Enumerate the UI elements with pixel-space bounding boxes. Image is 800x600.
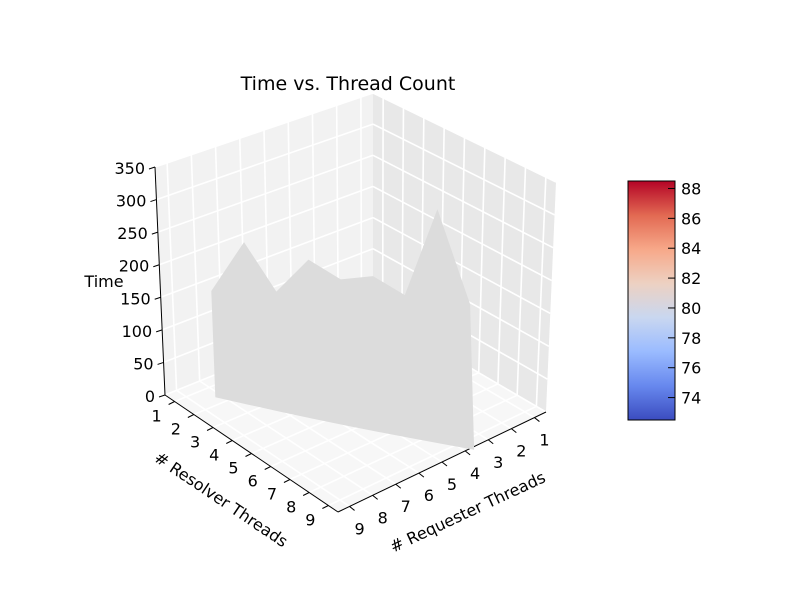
z-tick-mark bbox=[154, 296, 161, 300]
floor-gridline bbox=[176, 389, 351, 508]
requester-tick-mark bbox=[349, 506, 355, 511]
wall-gridline bbox=[154, 92, 374, 168]
requester-tick-mark bbox=[441, 461, 448, 467]
colorbar bbox=[627, 180, 676, 421]
resolver-tick-mark bbox=[322, 505, 329, 509]
z-tick-mark bbox=[155, 329, 163, 333]
z-tick-label: 100 bbox=[122, 322, 153, 341]
resolver-tick-label: 9 bbox=[305, 511, 315, 530]
colorbar-tick-label: 76 bbox=[681, 359, 701, 378]
wall-gridline bbox=[157, 154, 374, 233]
z-tick-label: 50 bbox=[133, 354, 153, 373]
resolver-tick-mark bbox=[245, 453, 252, 457]
wall-gridline bbox=[372, 216, 551, 315]
wall-gridline bbox=[497, 157, 506, 384]
z-tick-mark bbox=[158, 394, 166, 398]
wall-gridline bbox=[166, 162, 178, 391]
z-tick-mark bbox=[153, 264, 160, 268]
colorbar-tick-label: 78 bbox=[681, 329, 701, 348]
wall-gridline bbox=[159, 185, 374, 266]
resolver-tick-label: 4 bbox=[209, 446, 219, 465]
requester-tick-label: 5 bbox=[447, 475, 457, 494]
wall-gridline bbox=[372, 123, 555, 216]
requester-tick-mark bbox=[487, 439, 494, 445]
z-tick-mark bbox=[148, 166, 156, 170]
z-tick-label: 350 bbox=[114, 159, 145, 178]
colorbar-ticks: 74 76 78 80 82 84 86 88 bbox=[668, 179, 701, 408]
wall-gridline bbox=[401, 107, 405, 328]
z-tick-label: 150 bbox=[120, 289, 151, 308]
wall-gridline bbox=[535, 177, 547, 407]
resolver-tick-mark bbox=[283, 479, 291, 483]
resolver-tick-mark bbox=[206, 427, 214, 431]
chart-title: Time vs. Thread Count bbox=[240, 73, 456, 95]
requester-tick-mark bbox=[464, 450, 471, 456]
requester-tick-label: 2 bbox=[516, 442, 526, 461]
z-tick-mark bbox=[151, 231, 159, 235]
wall-gridline bbox=[516, 167, 527, 396]
resolver-tick-label: 6 bbox=[248, 472, 258, 491]
resolver-tick-mark bbox=[264, 466, 271, 470]
colorbar-tick-label: 82 bbox=[681, 269, 701, 288]
requester-tick-label: 7 bbox=[401, 497, 411, 516]
requester-tick-mark bbox=[511, 428, 517, 434]
resolver-tick-label: 1 bbox=[152, 407, 162, 426]
wall-gridline bbox=[381, 97, 384, 317]
wall-gridline bbox=[156, 123, 374, 201]
requester-tick-label: 3 bbox=[493, 453, 503, 472]
z-tick-mark bbox=[157, 361, 164, 365]
surface-layer bbox=[211, 209, 475, 450]
requester-tick-mark bbox=[534, 417, 540, 422]
resolver-tick-mark bbox=[226, 440, 233, 444]
requester-tick-mark bbox=[418, 472, 425, 478]
wall-gridline bbox=[372, 92, 557, 183]
requester-tick-mark bbox=[395, 483, 402, 489]
colorbar-tick-label: 84 bbox=[681, 239, 701, 258]
wall-gridline bbox=[372, 185, 553, 282]
requester-tick-label: 8 bbox=[378, 508, 388, 527]
resolver-tick-label: 7 bbox=[267, 485, 277, 504]
colorbar-tick-label: 88 bbox=[681, 179, 701, 198]
wall-gridline bbox=[160, 216, 374, 299]
requester-tick-mark bbox=[372, 494, 378, 500]
resolver-tick-mark bbox=[302, 492, 310, 496]
resolver-tick-label: 8 bbox=[286, 498, 296, 517]
requester-tick-label: 4 bbox=[470, 464, 480, 483]
z-axis-line bbox=[154, 166, 166, 396]
requester-tick-label: 1 bbox=[539, 431, 549, 450]
z-tick-label: 300 bbox=[116, 192, 147, 211]
z-tick-mark bbox=[150, 199, 157, 203]
requester-tick-label: 6 bbox=[424, 486, 434, 505]
wall-gridline bbox=[190, 154, 201, 382]
z-tick-label: 0 bbox=[145, 387, 155, 406]
resolver-tick-label: 2 bbox=[171, 420, 181, 439]
requester-tick-label: 9 bbox=[354, 519, 364, 538]
resolver-tick-label: 5 bbox=[228, 459, 238, 478]
z-axis-label: Time bbox=[83, 272, 123, 291]
z-tick-label: 200 bbox=[119, 257, 150, 276]
z-tick-label: 250 bbox=[117, 224, 148, 243]
wall-gridline bbox=[372, 154, 554, 249]
surface-polygon bbox=[211, 209, 475, 450]
resolver-tick-label: 3 bbox=[190, 433, 200, 452]
requester-axis-label: # Requester Threads bbox=[387, 468, 548, 557]
resolver-tick-mark bbox=[187, 414, 195, 418]
colorbar-tick-label: 74 bbox=[681, 389, 701, 408]
wall-gridline bbox=[477, 147, 486, 373]
resolver-tick-mark bbox=[168, 401, 175, 405]
colorbar-tick-label: 80 bbox=[681, 299, 701, 318]
colorbar-tick-label: 86 bbox=[681, 209, 701, 228]
